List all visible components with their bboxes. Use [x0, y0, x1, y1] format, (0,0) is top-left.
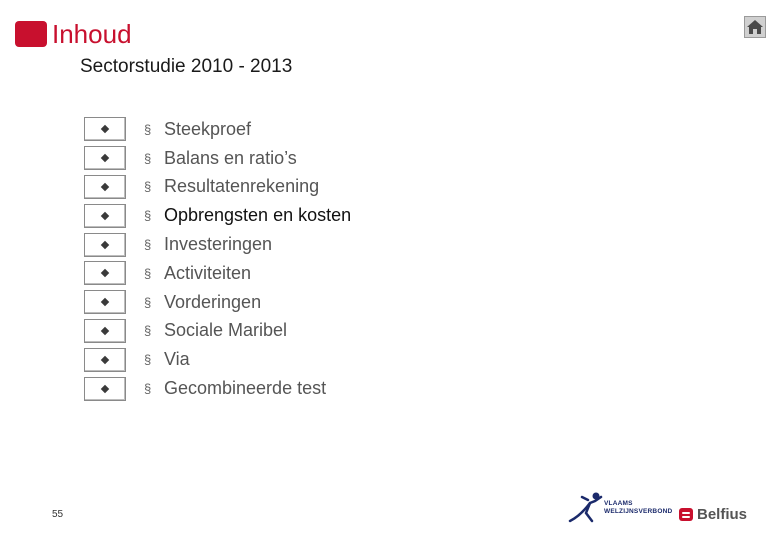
toc-item-label[interactable]: Steekproef	[164, 118, 252, 139]
diamond-icon	[100, 355, 110, 365]
page-title: Inhoud	[52, 19, 132, 49]
toc-item: § Gecombineerde test	[84, 374, 351, 403]
belfius-logo: Belfius	[679, 506, 747, 523]
toc-item: § Balans en ratio’s	[84, 144, 351, 173]
bullet-icon: §	[144, 179, 152, 195]
diamond-icon	[100, 211, 110, 221]
diamond-icon	[100, 269, 110, 278]
toc-item-label[interactable]: Investeringen	[164, 234, 273, 255]
bullet-icon: §	[144, 208, 152, 224]
toc-nav-button[interactable]	[84, 232, 126, 257]
bullet-icon: §	[144, 150, 152, 166]
bullet-icon: §	[144, 352, 152, 368]
toc-nav-button[interactable]	[84, 376, 126, 401]
diamond-icon	[100, 125, 110, 134]
toc-item-label[interactable]: Gecombineerde test	[164, 378, 327, 399]
toc-item-label[interactable]: Activiteiten	[164, 262, 252, 283]
toc-item-label[interactable]: Resultatenrekening	[164, 176, 320, 197]
toc-nav-button[interactable]	[84, 290, 126, 315]
bullet-icon: §	[144, 323, 152, 339]
vwv-logo-line1: VLAAMS	[604, 500, 633, 507]
toc-item: § Sociale Maribel	[84, 317, 351, 346]
toc-item: § Vorderingen	[84, 288, 351, 317]
toc-nav-button[interactable]	[84, 146, 126, 171]
toc-item-active: § Opbrengsten en kosten	[84, 201, 351, 230]
diamond-icon	[100, 326, 110, 336]
figure-logo-icon	[568, 492, 603, 523]
toc-item-label[interactable]: Vorderingen	[164, 291, 262, 312]
toc-nav-button[interactable]	[84, 318, 126, 343]
toc-nav-button[interactable]	[84, 174, 126, 199]
page-number: 55	[52, 509, 64, 520]
diamond-icon	[100, 240, 110, 249]
toc-item-label[interactable]: Opbrengsten en kosten	[164, 205, 352, 226]
toc-item-label[interactable]: Sociale Maribel	[164, 320, 288, 341]
diamond-icon	[100, 297, 110, 307]
toc-nav-button[interactable]	[84, 261, 126, 286]
toc-item: § Steekproef	[84, 115, 351, 144]
table-of-contents: § Steekproef § Balans en ratio’s § Resul…	[84, 115, 351, 403]
bullet-icon: §	[144, 265, 152, 281]
toc-item: § Activiteiten	[84, 259, 351, 288]
toc-item-label[interactable]: Via	[164, 349, 190, 370]
section-subtitle: Sectorstudie 2010 - 2013	[80, 56, 293, 77]
toc-item: § Investeringen	[84, 230, 351, 259]
title-badge	[15, 21, 47, 47]
home-button[interactable]	[744, 16, 766, 38]
toc-item-label[interactable]: Balans en ratio’s	[164, 147, 297, 168]
toc-item: § Resultatenrekening	[84, 173, 351, 202]
diamond-icon	[100, 182, 110, 192]
toc-item: § Via	[84, 345, 351, 374]
bullet-icon: §	[144, 381, 152, 397]
bullet-icon: §	[144, 294, 152, 310]
vlaams-welzijnsverbond-logo: VLAAMS WELZIJNSVERBOND	[566, 491, 672, 525]
toc-nav-button[interactable]	[84, 203, 126, 228]
diamond-icon	[100, 384, 110, 393]
vwv-logo-line2: WELZIJNSVERBOND	[604, 507, 673, 515]
toc-nav-button[interactable]	[84, 347, 126, 372]
toc-nav-button[interactable]	[84, 117, 126, 142]
belfius-mark-icon	[679, 508, 693, 521]
belfius-logo-text: Belfius	[697, 506, 748, 523]
home-icon	[747, 20, 763, 34]
bullet-icon: §	[144, 121, 152, 137]
bullet-icon: §	[144, 237, 152, 253]
diamond-icon	[100, 153, 110, 163]
